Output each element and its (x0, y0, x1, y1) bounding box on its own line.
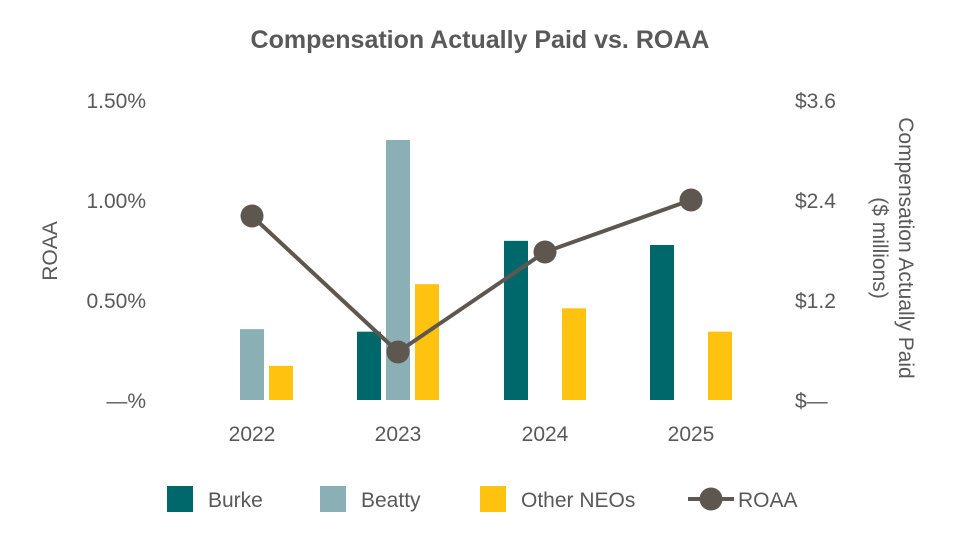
x-axis-tick-label: 2025 (668, 423, 715, 446)
legend-swatch-burke (167, 486, 193, 512)
left-axis-title: ROAA (39, 221, 62, 281)
bar-other-neos (269, 365, 293, 400)
left-axis-tick-label: 0.50% (86, 290, 146, 313)
roaa-line (250, 198, 692, 355)
right-axis-tick-label: $1.2 (795, 290, 836, 313)
left-axis-tick-label: 1.50% (86, 90, 146, 113)
legend-label-other-neos: Other NEOs (521, 489, 635, 512)
roaa-point (240, 204, 264, 228)
bar-other-neos (708, 331, 732, 400)
bar-burke (357, 331, 381, 400)
legend-label-beatty: Beatty (361, 489, 421, 512)
bar-beatty (240, 329, 264, 400)
right-axis-tick-label: $3.6 (795, 90, 836, 113)
right-axis-tick-label: $2.4 (795, 190, 836, 213)
right-axis-tick-label: $— (795, 390, 828, 413)
left-axis-tick-label: —% (106, 390, 146, 413)
legend-swatch-roaa-marker (699, 487, 723, 511)
bar-other-neos (562, 308, 586, 400)
roaa-point (533, 240, 557, 264)
right-axis-title-line2: ($ millions) (868, 197, 891, 299)
legend-swatch-other-neos (480, 486, 506, 512)
bar-other-neos (415, 284, 439, 400)
legend-label-burke: Burke (208, 489, 263, 512)
x-axis-tick-label: 2022 (229, 423, 276, 446)
legend-label-roaa: ROAA (738, 489, 798, 512)
right-axis-title-line1: Compensation Actually Paid (894, 117, 917, 379)
left-axis-tick-label: 1.00% (86, 190, 146, 213)
legend-swatch-beatty (320, 486, 346, 512)
roaa-point (386, 340, 410, 364)
roaa-point (679, 188, 703, 212)
chart-title: Compensation Actually Paid vs. ROAA (250, 26, 710, 54)
x-axis-tick-label: 2024 (522, 423, 569, 446)
bar-burke (650, 245, 674, 400)
x-axis-tick-label: 2023 (375, 423, 422, 446)
